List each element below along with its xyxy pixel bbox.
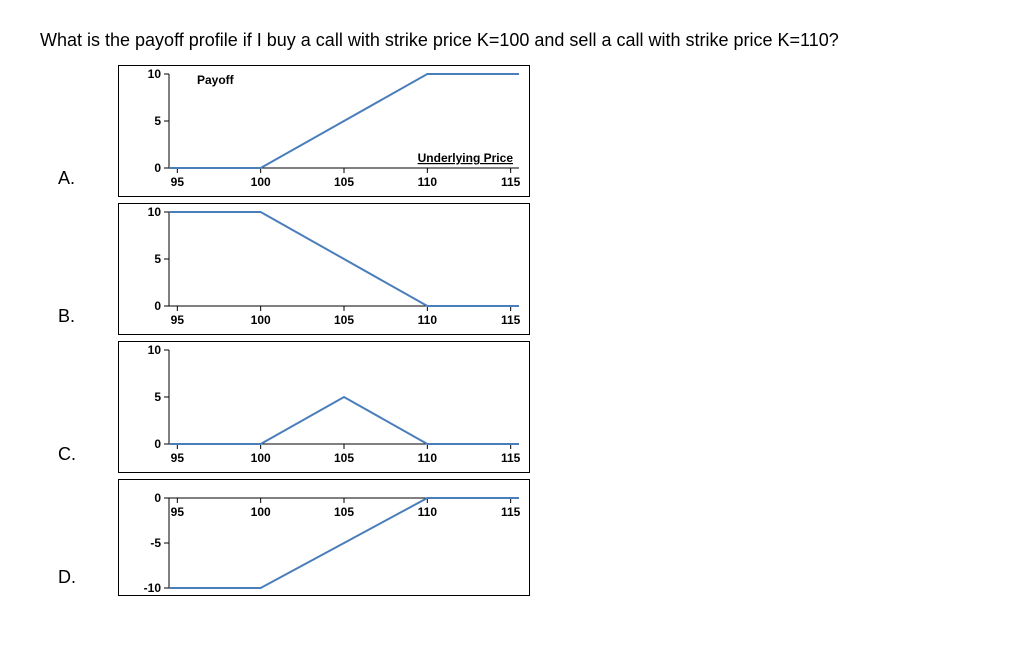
svg-text:115: 115 bbox=[501, 451, 521, 465]
svg-text:105: 105 bbox=[334, 313, 354, 327]
svg-text:100: 100 bbox=[251, 451, 271, 465]
svg-text:5: 5 bbox=[154, 252, 161, 266]
svg-text:105: 105 bbox=[334, 505, 354, 519]
svg-text:115: 115 bbox=[501, 505, 521, 519]
svg-text:110: 110 bbox=[418, 505, 438, 519]
payoff-chart: 0 5 10 95 100 105 110 115 Payoff Underlying Price bbox=[118, 65, 530, 197]
svg-text:0: 0 bbox=[154, 299, 161, 313]
svg-text:100: 100 bbox=[251, 175, 271, 189]
svg-text:95: 95 bbox=[171, 175, 185, 189]
svg-text:5: 5 bbox=[154, 114, 161, 128]
option-label: B. bbox=[40, 306, 118, 335]
svg-text:105: 105 bbox=[334, 175, 354, 189]
option-label: A. bbox=[40, 168, 118, 197]
svg-text:95: 95 bbox=[171, 505, 185, 519]
svg-text:115: 115 bbox=[501, 313, 521, 327]
option-row: D. -10 -5 0 95 100 105 110 115 bbox=[40, 479, 984, 596]
svg-text:0: 0 bbox=[154, 437, 161, 451]
svg-text:-5: -5 bbox=[150, 536, 161, 550]
option-label: C. bbox=[40, 444, 118, 473]
svg-text:-10: -10 bbox=[144, 581, 162, 595]
svg-text:0: 0 bbox=[154, 161, 161, 175]
svg-text:110: 110 bbox=[418, 313, 438, 327]
option-row: B. 0 5 10 95 100 105 110 115 bbox=[40, 203, 984, 335]
option-label: D. bbox=[40, 567, 118, 596]
payoff-chart: 0 5 10 95 100 105 110 115 bbox=[118, 203, 530, 335]
svg-text:100: 100 bbox=[251, 313, 271, 327]
svg-text:10: 10 bbox=[148, 67, 162, 81]
svg-text:Underlying Price: Underlying Price bbox=[418, 151, 514, 165]
option-row: C. 0 5 10 95 100 105 110 115 bbox=[40, 341, 984, 473]
payoff-chart: -10 -5 0 95 100 105 110 115 bbox=[118, 479, 530, 596]
svg-text:105: 105 bbox=[334, 451, 354, 465]
svg-text:95: 95 bbox=[171, 451, 185, 465]
svg-text:10: 10 bbox=[148, 205, 162, 219]
payoff-chart: 0 5 10 95 100 105 110 115 bbox=[118, 341, 530, 473]
option-row: A. 0 5 10 95 100 105 110 115 Payoff Underlying Pri… bbox=[40, 65, 984, 197]
svg-text:110: 110 bbox=[418, 175, 438, 189]
svg-text:110: 110 bbox=[418, 451, 438, 465]
svg-text:100: 100 bbox=[251, 505, 271, 519]
svg-text:10: 10 bbox=[148, 343, 162, 357]
svg-text:5: 5 bbox=[154, 390, 161, 404]
svg-text:Payoff: Payoff bbox=[197, 73, 235, 87]
question-text: What is the payoff profile if I buy a ca… bbox=[40, 30, 984, 51]
svg-text:115: 115 bbox=[501, 175, 521, 189]
svg-text:0: 0 bbox=[154, 491, 161, 505]
svg-text:95: 95 bbox=[171, 313, 185, 327]
